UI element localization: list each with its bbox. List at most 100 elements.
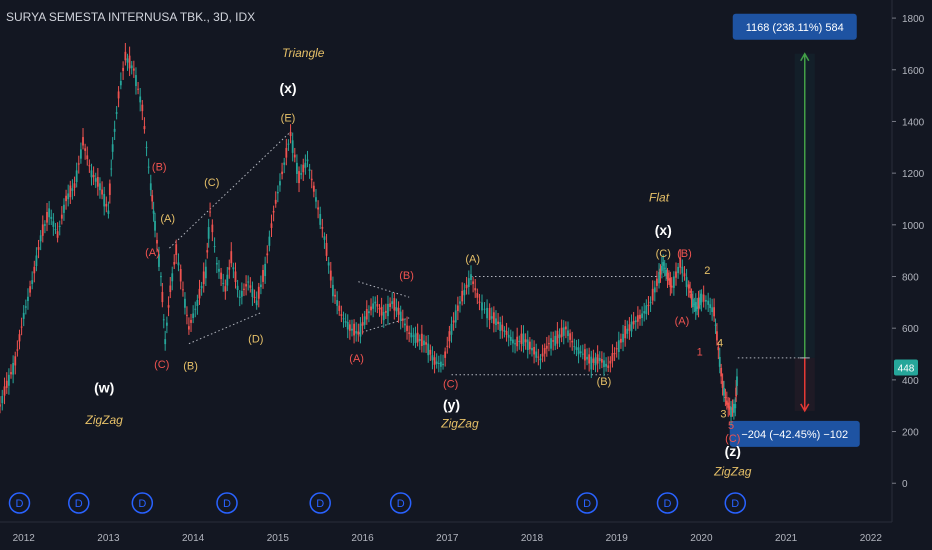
candle-body (694, 302, 697, 312)
candle-body (488, 308, 491, 321)
candle-body (713, 307, 716, 317)
candle-body (418, 339, 421, 341)
candle-body (483, 308, 486, 310)
candle-body (605, 363, 608, 367)
candle-body (378, 307, 381, 310)
candle-body (454, 310, 457, 323)
candle-body (220, 272, 222, 280)
candle-body (662, 262, 665, 266)
candle-body (420, 333, 423, 347)
y-tick-label: 1200 (902, 169, 925, 180)
dividend-marker-label: D (223, 498, 231, 510)
wave-label: (A) (160, 213, 175, 225)
candle-body (151, 195, 154, 202)
candle-body (325, 242, 328, 256)
candle-body (143, 126, 146, 130)
candle-body (465, 284, 468, 289)
candle-body (218, 268, 220, 272)
candle-body (725, 400, 728, 405)
candle-body (641, 313, 644, 318)
candle-body (408, 332, 411, 334)
wave-label: (B) (677, 248, 692, 260)
candle-body (234, 271, 237, 283)
candle-body (188, 326, 190, 330)
candle-body (132, 68, 135, 71)
candle-body (651, 288, 654, 301)
candle-body (709, 304, 712, 309)
candle-body (128, 55, 131, 69)
candle-body (16, 349, 19, 351)
candle-body (260, 284, 262, 288)
dividend-marker-label: D (75, 498, 83, 510)
candle-body (497, 321, 499, 324)
candle-body (279, 181, 281, 186)
x-tick-label: 2016 (351, 533, 374, 544)
candle-body (707, 300, 710, 305)
wave-label: (C) (154, 359, 169, 371)
dividend-marker-label: D (316, 498, 324, 510)
candle-body (370, 306, 372, 311)
candle-body (31, 280, 34, 284)
candle-body (685, 277, 688, 287)
candle-body (697, 297, 700, 309)
candle-body (3, 386, 6, 396)
candle-body (401, 318, 404, 321)
candle-body (632, 320, 635, 325)
candle-body (329, 270, 332, 281)
candle-body (353, 323, 355, 336)
candle-body (160, 276, 162, 278)
candle-body (169, 285, 172, 293)
candle-body (130, 65, 133, 69)
dividend-marker-label: D (664, 498, 672, 510)
dividend-marker (131, 492, 154, 514)
candle-body (630, 321, 633, 332)
y-tick-label: 800 (902, 273, 919, 284)
candle-body (135, 75, 137, 87)
measure-top-label: 1168 (238.11%) 584 (746, 22, 844, 34)
candle-body (60, 214, 63, 219)
candle-body (268, 236, 271, 246)
candle-body (665, 269, 668, 276)
candle-body (554, 335, 557, 346)
candle-body (240, 291, 243, 297)
candle-body (562, 327, 565, 336)
candle-body (512, 339, 514, 344)
candle-body (332, 284, 334, 297)
candle-body (317, 207, 319, 210)
candle-body (545, 345, 548, 349)
candle-body (37, 247, 40, 250)
candle-body (404, 323, 406, 326)
candle-body (571, 340, 574, 343)
candle-body (389, 303, 391, 307)
candle-body (111, 144, 114, 152)
candle-body (204, 266, 207, 279)
candle-body (304, 162, 307, 168)
candle-body (255, 300, 258, 306)
candle-body (501, 324, 504, 331)
candle-body (581, 353, 584, 355)
candle-body (346, 321, 349, 330)
candle-body (444, 351, 447, 358)
candle-body (152, 210, 155, 214)
candle-body (406, 325, 408, 331)
measure-bottom-label: −204 (−42.45%) −102 (741, 429, 848, 441)
candle-body (270, 223, 273, 228)
dividend-marker-label: D (397, 498, 405, 510)
candle-body (446, 345, 449, 347)
candle-body (289, 131, 292, 137)
candle-body (721, 380, 724, 388)
candle-body (526, 339, 529, 350)
candle-body (567, 330, 569, 337)
wave-label: (D) (248, 333, 263, 345)
candle-body (658, 271, 660, 284)
candle-body (391, 301, 394, 304)
candle-body (245, 284, 247, 287)
candle-body (24, 306, 27, 308)
candle-body (410, 332, 413, 338)
candle-body (520, 333, 523, 344)
candle-body (624, 326, 627, 339)
chart-title: SURYA SEMESTA INTERNUSA TBK., 3D, IDX (6, 10, 256, 24)
candle-body (312, 185, 315, 192)
wave-label: (C) (656, 248, 671, 260)
candle-body (372, 303, 375, 309)
